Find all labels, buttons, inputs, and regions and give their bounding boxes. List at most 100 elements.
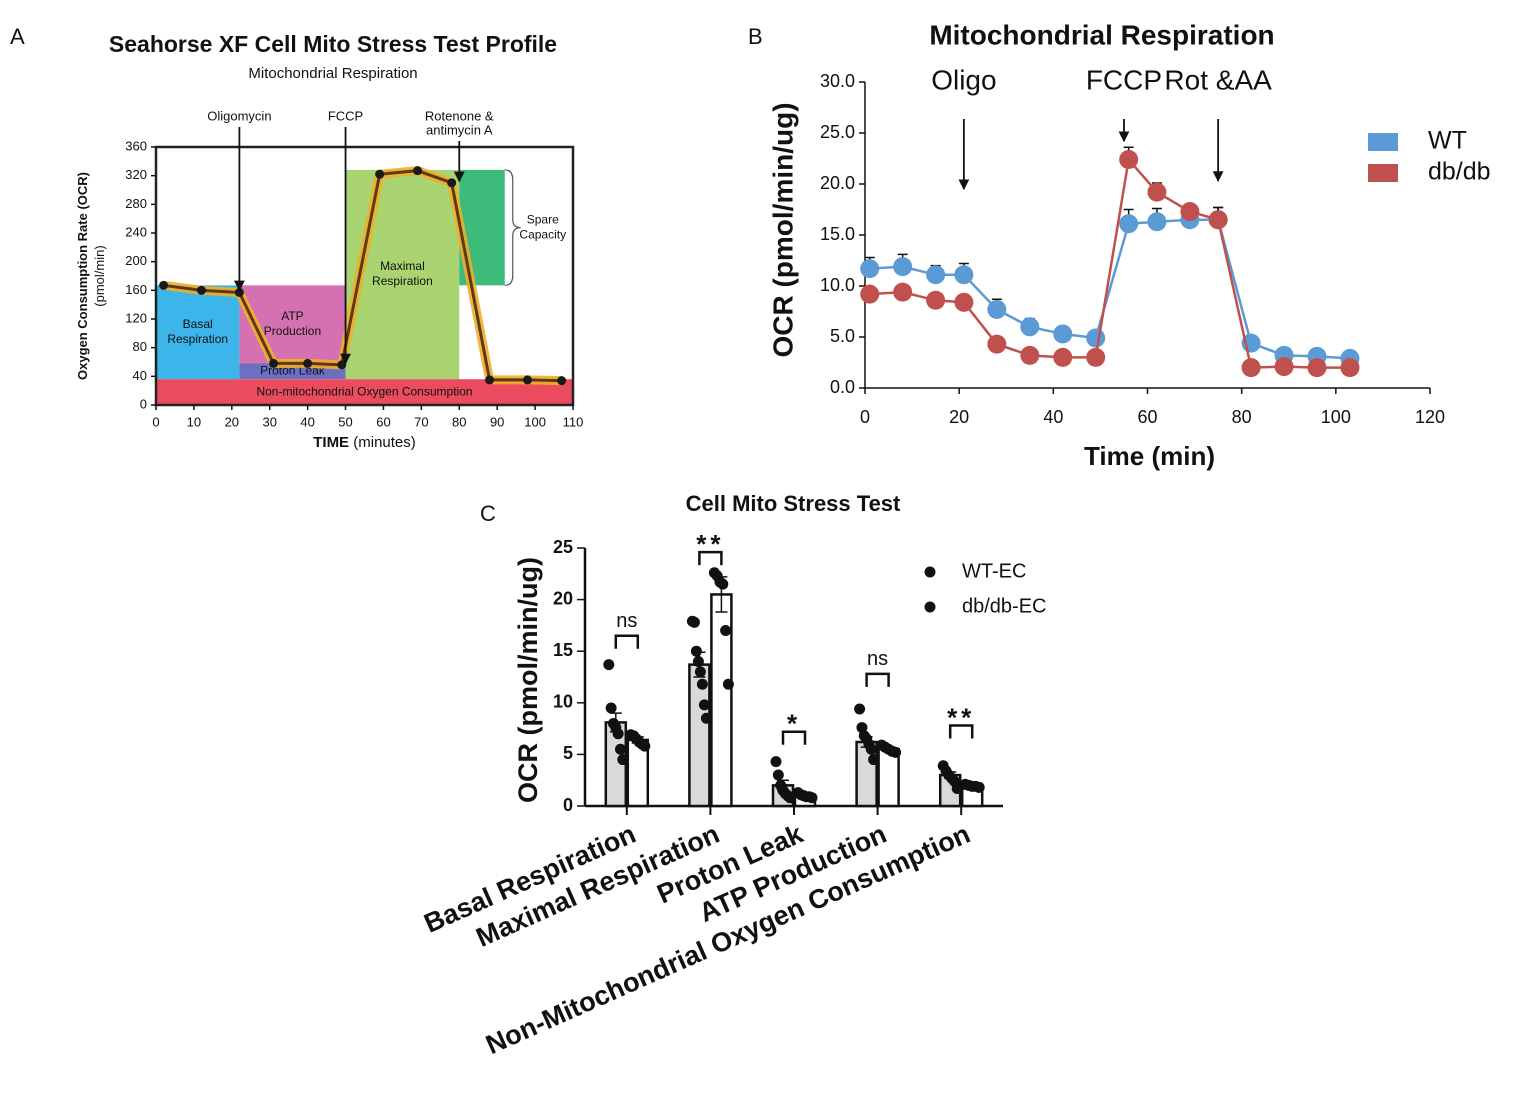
region-label: Capacity [519, 227, 566, 241]
marker [1020, 317, 1040, 337]
x-tick-label: 90 [490, 414, 504, 429]
data-point [698, 699, 710, 711]
marker [159, 280, 169, 290]
marker [1086, 347, 1106, 367]
y-tick-label: 10 [553, 692, 573, 712]
x-tick-label: 20 [225, 414, 239, 429]
marker [196, 285, 206, 295]
y-tick-label: 160 [125, 282, 147, 297]
marker [926, 265, 946, 285]
data-point [639, 740, 651, 752]
significance-label: ** [947, 702, 975, 732]
marker [375, 169, 385, 179]
y-tick-label: 0 [563, 795, 573, 815]
data-point [890, 746, 902, 758]
y-axis-label-line: (pmol/min) [92, 245, 107, 306]
marker [926, 290, 946, 310]
x-tick-label: 100 [1321, 407, 1351, 427]
marker [1086, 328, 1106, 348]
marker [893, 257, 913, 277]
data-point [973, 781, 985, 793]
region-label: Basal [183, 317, 213, 331]
marker [1241, 358, 1261, 378]
x-tick-label: 80 [1232, 407, 1252, 427]
y-tick-label: 30.0 [820, 71, 855, 91]
marker [1274, 357, 1294, 377]
y-tick-label: 15 [553, 640, 573, 660]
y-tick-label: 120 [125, 310, 147, 325]
x-axis-label: TIME (minutes) [313, 434, 416, 451]
data-point [868, 754, 880, 766]
annotation: FCCP [328, 108, 363, 123]
plot-frame [154, 145, 575, 407]
data-point [856, 722, 868, 734]
data-point [688, 616, 700, 628]
chart-title: Mitochondrial Respiration [929, 19, 1274, 50]
data-point [694, 666, 706, 678]
annotation: Oligomycin [207, 108, 271, 123]
y-tick-label: 5 [563, 743, 573, 763]
legend-swatch [1368, 164, 1398, 182]
marker [1307, 358, 1327, 378]
region-label: Maximal [380, 259, 425, 273]
x-axis-label-unit: (minutes) [353, 434, 416, 451]
data-point [784, 792, 796, 804]
legend-swatch [1368, 133, 1398, 151]
data-point [720, 625, 732, 637]
x-tick-label: 100 [524, 414, 546, 429]
region-label: Spare [527, 212, 559, 226]
x-axis-label: TIME [313, 434, 349, 451]
chart-title: Seahorse XF Cell Mito Stress Test Profil… [109, 31, 557, 57]
significance-label: * [787, 709, 801, 739]
y-tick-label: 0.0 [830, 377, 855, 397]
data-point [617, 754, 629, 766]
significance-bracket [865, 672, 890, 687]
region-label: Non-mitochondrial Oxygen Consumption [256, 384, 472, 398]
y-tick-label: 280 [125, 196, 147, 211]
data-point [690, 645, 702, 657]
y-tick-label: 25.0 [820, 122, 855, 142]
significance-bracket [698, 550, 723, 566]
marker [1020, 345, 1040, 365]
legend-label: db/db-EC [962, 595, 1047, 617]
y-tick-label: 360 [125, 138, 147, 153]
y-axis-label-line: Oxygen Consumption Rate (OCR) [75, 172, 90, 380]
marker [1119, 150, 1139, 170]
significance-bracket [781, 730, 807, 745]
region-label: Respiration [372, 274, 433, 288]
data-point [717, 578, 729, 590]
x-axis-label: Time (min) [1084, 441, 1215, 471]
legend-marker [924, 601, 936, 613]
marker [954, 265, 974, 285]
y-axis-label: Oxygen Consumption Rate (OCR) [75, 172, 90, 380]
y-tick-label: 80 [133, 339, 147, 354]
marker [1147, 182, 1167, 202]
significance-label: ** [696, 529, 724, 559]
marker [269, 358, 279, 368]
brace [504, 169, 521, 286]
marker [1119, 214, 1139, 234]
data-point [696, 678, 708, 690]
legend-label: db/db [1428, 158, 1491, 186]
x-tick-label: 110 [563, 414, 584, 429]
y-tick-label: 0 [140, 396, 147, 411]
marker [1180, 202, 1200, 222]
region [156, 285, 240, 380]
y-axis-label: OCR (pmol/min/ug) [767, 102, 798, 357]
marker [954, 292, 974, 312]
panel-label: A [10, 24, 25, 49]
marker [860, 259, 880, 279]
marker [1053, 347, 1073, 367]
marker [557, 376, 567, 386]
y-tick-label: 40 [133, 368, 147, 383]
significance-bracket [614, 634, 640, 649]
x-tick-label: 50 [338, 414, 352, 429]
region-label: Production [264, 324, 321, 338]
x-tick-label: 60 [376, 414, 390, 429]
annotation: Oligo [931, 64, 996, 95]
line [163, 169, 562, 383]
marker [303, 358, 313, 368]
data-point [770, 756, 782, 768]
legend-label: WT [1428, 127, 1467, 155]
marker [987, 334, 1007, 354]
